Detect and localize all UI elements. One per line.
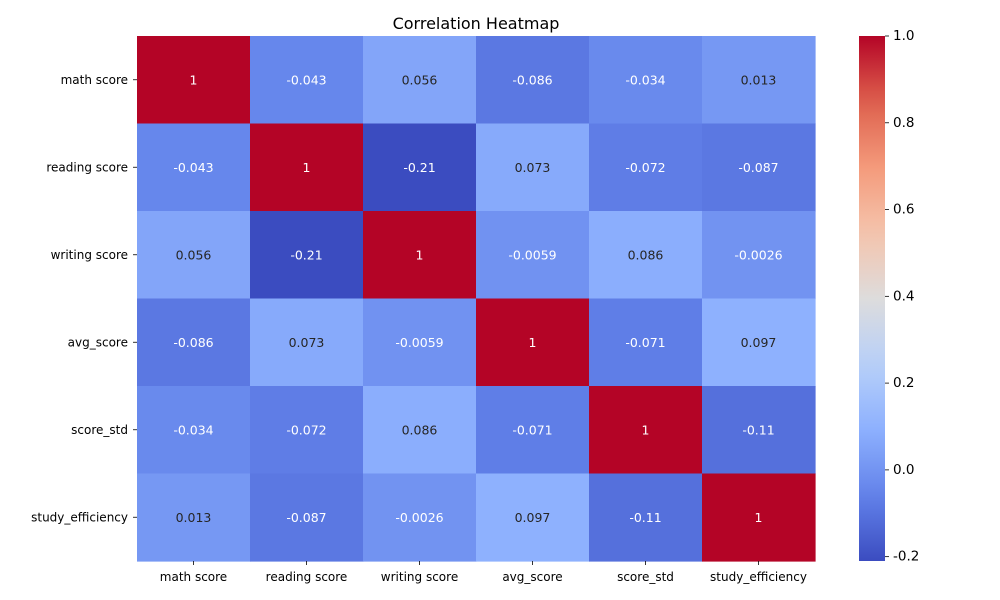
y-tick-label: score_std xyxy=(71,423,128,437)
cell-value-label: 1 xyxy=(416,247,424,262)
x-tick-label: score_std xyxy=(617,570,674,584)
heatmap-cell xyxy=(589,298,703,387)
heatmap-cell xyxy=(137,386,251,475)
cell-value-label: 0.073 xyxy=(515,160,551,175)
x-tick-label: math score xyxy=(160,570,227,584)
heatmap-cell xyxy=(137,298,251,387)
heatmap-cell xyxy=(250,36,364,125)
heatmap-cell xyxy=(476,36,590,125)
heatmap-cell xyxy=(476,473,590,562)
cell-value-label: 0.056 xyxy=(176,247,212,262)
heatmap-cell xyxy=(137,123,251,212)
cell-value-label: 0.013 xyxy=(741,72,777,87)
cell-value-label: 0.073 xyxy=(289,335,325,350)
heatmap-cell xyxy=(476,211,590,300)
cell-value-label: -0.0059 xyxy=(395,335,443,350)
y-tick-label: avg_score xyxy=(68,335,128,349)
y-tick-label: reading score xyxy=(46,160,128,174)
y-axis-tick-labels: math score reading score writing score avg_… xyxy=(31,73,137,524)
cell-value-label: -0.21 xyxy=(290,247,322,262)
colorbar-tick-label: 1.0 xyxy=(893,28,914,44)
y-tick-label: writing score xyxy=(51,248,128,262)
heatmap-cell xyxy=(363,473,477,562)
heatmap-cell xyxy=(363,298,477,387)
heatmap-cell xyxy=(702,298,816,387)
heatmap-cell xyxy=(589,123,703,212)
heatmap-cell xyxy=(702,473,816,562)
heatmap-cell xyxy=(589,473,703,562)
cell-value-label: 0.086 xyxy=(402,422,438,437)
heatmap-cell xyxy=(702,386,816,475)
cell-value-label: -0.072 xyxy=(625,160,665,175)
heatmap-cell-labels: 1 -0.043 0.056 -0.086 -0.034 0.013 -0.043 1 -0.2… xyxy=(173,72,782,525)
cell-value-label: 1 xyxy=(303,160,311,175)
heatmap-cell xyxy=(476,123,590,212)
heatmap-cells xyxy=(137,36,816,562)
cell-value-label: -0.072 xyxy=(286,422,326,437)
cell-value-label: -0.087 xyxy=(738,160,778,175)
colorbar-tick-label: 0.6 xyxy=(893,202,914,218)
x-tick-label: avg_score xyxy=(502,570,562,584)
cell-value-label: -0.034 xyxy=(625,72,665,87)
cell-value-label: -0.071 xyxy=(512,422,552,437)
heatmap-cell xyxy=(250,211,364,300)
cell-value-label: -0.0026 xyxy=(734,247,782,262)
heatmap-cell xyxy=(702,211,816,300)
cell-value-label: -0.11 xyxy=(742,422,774,437)
heatmap-cell xyxy=(363,211,477,300)
x-tick-label: writing score xyxy=(381,570,458,584)
cell-value-label: 0.056 xyxy=(402,72,438,87)
cell-value-label: -0.0059 xyxy=(508,247,556,262)
cell-value-label: 1 xyxy=(755,510,763,525)
cell-value-label: -0.086 xyxy=(173,335,213,350)
heatmap-cell xyxy=(363,123,477,212)
heatmap-cell xyxy=(250,123,364,212)
colorbar: 1.0 0.8 0.6 0.4 0.2 0.0 -0.2 xyxy=(859,28,919,565)
heatmap-cell xyxy=(250,298,364,387)
chart-title: Correlation Heatmap xyxy=(393,14,560,33)
heatmap-cell xyxy=(702,123,816,212)
heatmap-cell xyxy=(363,386,477,475)
heatmap-cell xyxy=(250,386,364,475)
heatmap-cell xyxy=(137,211,251,300)
cell-value-label: -0.11 xyxy=(629,510,661,525)
y-tick-label: math score xyxy=(61,73,128,87)
cell-value-label: 1 xyxy=(529,335,537,350)
heatmap-cell xyxy=(476,298,590,387)
cell-value-label: 0.013 xyxy=(176,510,212,525)
cell-value-label: -0.21 xyxy=(403,160,435,175)
heatmap-cell xyxy=(589,36,703,125)
colorbar-tick-label: -0.2 xyxy=(893,549,919,565)
x-tick-label: study_efficiency xyxy=(710,570,807,584)
heatmap-cell xyxy=(137,473,251,562)
heatmap-cell xyxy=(363,36,477,125)
cell-value-label: 1 xyxy=(642,422,650,437)
cell-value-label: -0.043 xyxy=(173,160,213,175)
heatmap-cell xyxy=(589,386,703,475)
colorbar-gradient xyxy=(859,36,885,561)
cell-value-label: 0.097 xyxy=(515,510,551,525)
heatmap-cell xyxy=(589,211,703,300)
colorbar-tick-label: 0.0 xyxy=(893,462,914,478)
cell-value-label: -0.034 xyxy=(173,422,213,437)
cell-value-label: -0.0026 xyxy=(395,510,443,525)
cell-value-label: -0.086 xyxy=(512,72,552,87)
x-tick-label: reading score xyxy=(266,570,348,584)
cell-value-label: -0.043 xyxy=(286,72,326,87)
heatmap-cell xyxy=(137,36,251,125)
y-tick-label: study_efficiency xyxy=(31,510,128,524)
heatmap-cell xyxy=(702,36,816,125)
colorbar-tick-label: 0.2 xyxy=(893,375,914,391)
colorbar-tick-label: 0.4 xyxy=(893,288,914,304)
heatmap-cell xyxy=(476,386,590,475)
cell-value-label: 0.086 xyxy=(628,247,664,262)
x-axis-tick-labels: math score reading score writing score avg_… xyxy=(160,561,807,584)
cell-value-label: 0.097 xyxy=(741,335,777,350)
heatmap-cell xyxy=(250,473,364,562)
colorbar-tick-label: 0.8 xyxy=(893,115,914,131)
cell-value-label: -0.071 xyxy=(625,335,665,350)
cell-value-label: -0.087 xyxy=(286,510,326,525)
cell-value-label: 1 xyxy=(190,72,198,87)
